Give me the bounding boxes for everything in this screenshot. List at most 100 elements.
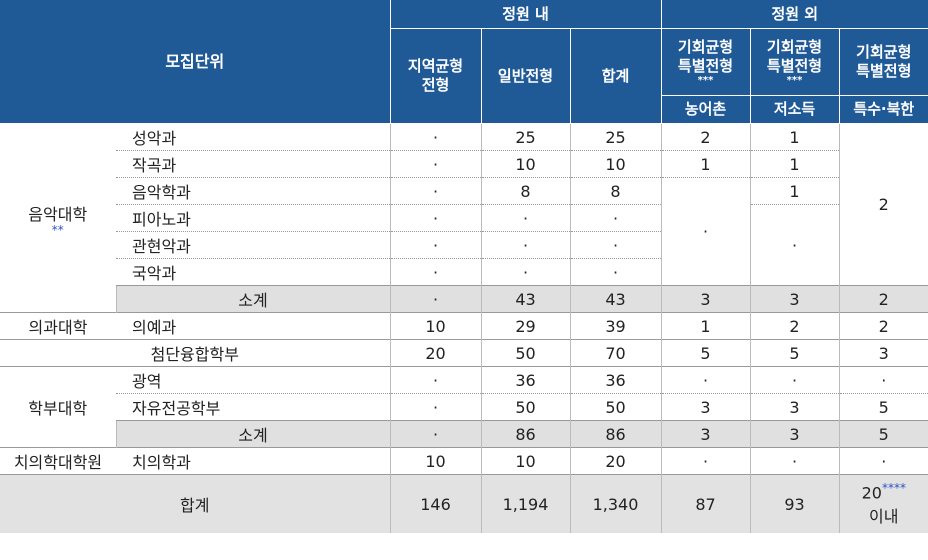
header-sub-special: 특수·북한 (838, 95, 928, 124)
general-cell: 10 (480, 447, 571, 475)
sum-cell: 50 (569, 393, 662, 421)
dept-cell: 치의학과 (116, 447, 391, 475)
header-in-quota: 정원 내 (389, 0, 662, 29)
sum-cell: 43 (569, 285, 662, 313)
table-row: 피아노과 · · · · (0, 204, 928, 286)
general-cell: 1,194 (480, 474, 571, 533)
regional-cell: · (389, 177, 482, 205)
header-opportunity-rural: 기회균형 특별전형 *** (660, 28, 751, 96)
special-cell: · (838, 366, 928, 394)
low-income-cell: 3 (749, 285, 840, 313)
special-cell: 20**** 이내 (838, 474, 928, 533)
rural-cell: 3 (660, 285, 751, 313)
rural-cell: 87 (660, 474, 751, 533)
total-label: 합계 (0, 474, 391, 533)
header-unit: 모집단위 (0, 0, 391, 124)
rural-merged-cell: · (660, 177, 751, 286)
table-row: 관현악과 · · · (0, 231, 928, 259)
college-music-label: 음악대학 (28, 205, 88, 224)
dept-cell: 국악과 (116, 258, 391, 286)
regional-cell: · (389, 123, 482, 151)
dept-cell: 관현악과 (116, 231, 391, 259)
low-income-cell: 1 (749, 177, 840, 205)
sum-cell: 70 (569, 339, 662, 367)
header-opp1-mark: *** (697, 75, 714, 86)
subtotal-row: 소계 · 86 86 3 3 5 (0, 420, 928, 448)
low-income-cell: · (749, 447, 840, 475)
general-cell: 25 (480, 123, 571, 151)
dept-cell: 광역 (116, 366, 391, 394)
header-regional-line2: 전형 (421, 76, 450, 94)
header-opp2-mark: *** (786, 75, 803, 86)
college-music: 음악대학 ** (0, 124, 116, 313)
sum-cell: 8 (569, 177, 662, 205)
sum-cell: 10 (569, 150, 662, 178)
sum-cell: 25 (569, 123, 662, 151)
regional-cell: · (389, 366, 482, 394)
general-cell: 86 (480, 420, 571, 448)
general-cell: 43 (480, 285, 571, 313)
general-cell: 50 (480, 393, 571, 421)
rural-cell: · (660, 366, 751, 394)
regional-cell: 10 (389, 447, 482, 475)
low-income-cell: 1 (749, 123, 840, 151)
college-medicine: 의과대학 (0, 312, 116, 340)
special-cell: 2 (838, 312, 928, 340)
header-regional-line1: 지역균형 (407, 57, 464, 75)
rural-cell: 5 (660, 339, 751, 367)
dept-cell: 성악과 (132, 129, 177, 148)
special-cell: 2 (838, 285, 928, 313)
sum-cell: · (569, 204, 662, 232)
general-cell: 10 (480, 150, 571, 178)
sum-cell: 20 (569, 447, 662, 475)
special-cell: 3 (838, 339, 928, 367)
dept-cell: 자유전공학부 (116, 393, 391, 421)
subtotal-label: 소계 (115, 285, 391, 313)
rural-cell: 2 (660, 123, 751, 151)
convergence-label: 첨단융합학부 (0, 339, 391, 367)
header-sub-low-income: 저소득 (749, 95, 840, 124)
table-row: 의과대학 의예과 10 29 39 1 2 2 (0, 312, 928, 340)
table-row: 음악학과 · 8 8 · 1 (0, 177, 928, 286)
special-merged-cell: 2 (838, 123, 928, 286)
general-cell: 8 (480, 177, 571, 205)
special-cell: 5 (838, 393, 928, 421)
low-income-merged-cell: · (749, 204, 840, 286)
dept-cell: 음악학과 (116, 177, 391, 205)
low-income-cell: 5 (749, 339, 840, 367)
rural-cell: 3 (660, 420, 751, 448)
table-row: 음악대학 ** 성악과 · 25 25 2 1 2 (0, 123, 928, 286)
regional-cell: · (389, 204, 482, 232)
general-cell: · (480, 204, 571, 232)
header-opportunity-special: 기회균형 특별전형 (838, 28, 928, 96)
special-cell: · (838, 447, 928, 475)
general-cell: · (480, 231, 571, 259)
regional-cell: 10 (389, 312, 482, 340)
header-opportunity-low: 기회균형 특별전형 *** (749, 28, 840, 96)
subtotal-label: 소계 (115, 420, 391, 448)
regional-cell: · (389, 393, 482, 421)
sum-cell: · (569, 258, 662, 286)
low-income-cell: 3 (749, 420, 840, 448)
subtotal-row: 소계 · 43 43 3 3 2 (0, 285, 928, 313)
table-row: 학부대학 광역 · 36 36 · · · (0, 366, 928, 448)
rural-cell: · (660, 447, 751, 475)
header-out-quota: 정원 외 (660, 0, 928, 29)
total-special-suffix: 이내 (869, 506, 899, 526)
regional-cell: · (389, 285, 482, 313)
header-sum: 합계 (569, 28, 662, 124)
header-sub-rural: 농어촌 (660, 95, 751, 124)
college-undergrad: 학부대학 (0, 366, 116, 448)
dept-cell: 작곡과 (116, 150, 391, 178)
college-dental: 치의학대학원 (0, 447, 116, 475)
regional-cell: · (389, 420, 482, 448)
table-row: 국악과 · · · (0, 258, 928, 286)
total-special-mark: **** (881, 481, 906, 496)
sum-cell: 1,340 (569, 474, 662, 533)
rural-cell: 3 (660, 393, 751, 421)
header-regional: 지역균형 전형 (389, 28, 482, 124)
sum-cell: · (569, 231, 662, 259)
admission-quota-table: 모집단위 정원 내 정원 외 지역균형 전형 일반전형 합계 기회균형 특별전형 **… (0, 0, 928, 533)
general-cell: 29 (480, 312, 571, 340)
rural-cell: 1 (660, 312, 751, 340)
